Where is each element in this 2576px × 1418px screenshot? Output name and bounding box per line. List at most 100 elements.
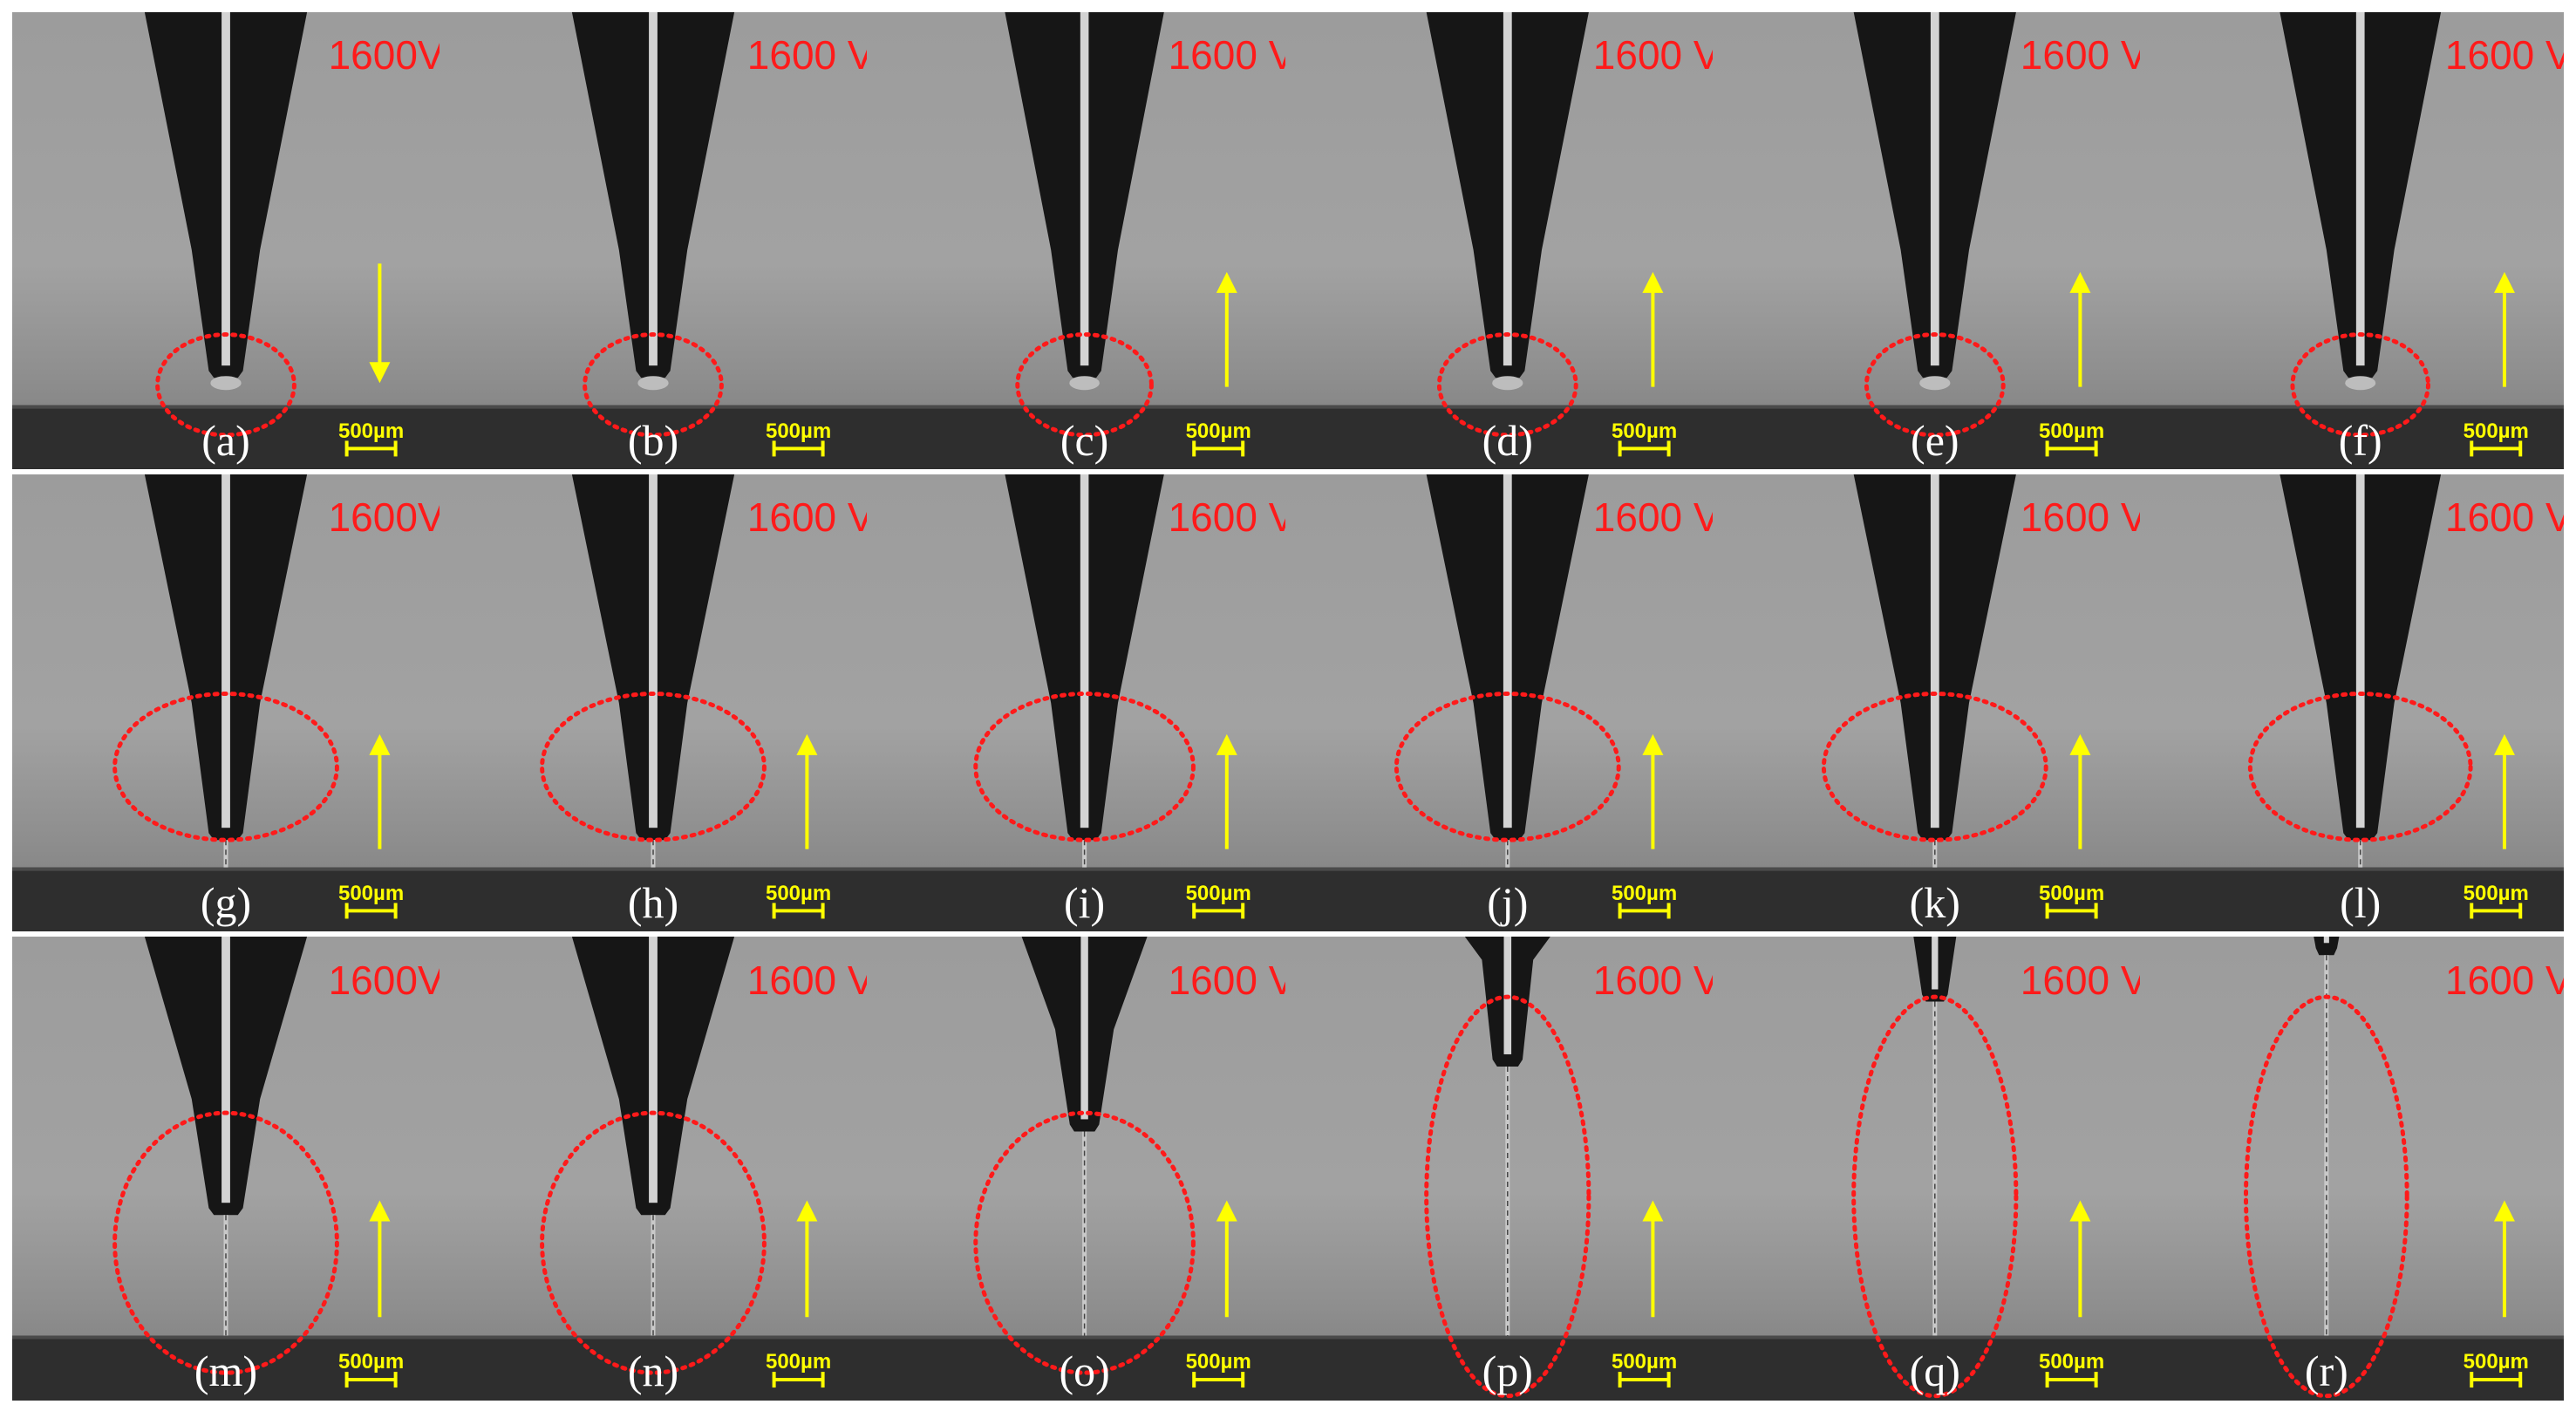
voltage-label: 1600 V [2444,957,2564,1003]
scale-label: 500µm [2463,1350,2529,1374]
panel-image [440,937,867,1401]
panel-label: (i) [1063,878,1106,928]
highlight-ellipse [1015,332,1154,438]
panel-o: 1600 V 500µm (o) [867,937,1285,1401]
substrate-edge [440,405,867,409]
substrate [1285,1335,1713,1401]
meniscus [1492,376,1523,391]
panel-image [12,12,440,469]
panel-e: 1600 V 500µm (e) [1713,12,2140,469]
scale-label: 500µm [1185,1350,1251,1374]
voltage-label: 1600 V [2020,494,2140,541]
scale-label: 500µm [765,1350,832,1374]
panel-image [1713,12,2140,469]
meniscus [1069,376,1100,391]
highlight-ellipse [155,332,296,438]
panel-image [440,12,867,469]
highlight-ellipse [540,1110,767,1375]
panel-image [867,12,1285,469]
panel-label: (d) [1482,416,1533,466]
panel-image [1285,12,1713,469]
arrow-up-icon [1642,271,1664,293]
nozzle-highlight [1080,937,1088,1120]
scale-label: 500µm [2038,881,2105,905]
substrate-edge [1713,1335,2140,1340]
panel-image [12,937,440,1401]
nozzle-highlight [2323,937,2329,944]
meniscus [210,376,242,391]
arrow-up-icon [1216,271,1237,293]
panel-label: (q) [1909,1346,1960,1396]
voltage-label: 1600V [328,957,440,1003]
substrate [867,1335,1285,1401]
scale-label: 500µm [337,1350,405,1374]
panel-image [2140,937,2564,1401]
highlight-ellipse [1394,692,1621,842]
voltage-label: 1600 V [2020,957,2140,1003]
substrate [2140,867,2564,931]
panel-label: (f) [2338,416,2382,466]
highlight-ellipse [1424,994,1591,1399]
nozzle-highlight [2355,12,2365,366]
panel-r: 1600 V 500µm (r) [2140,937,2564,1401]
voltage-label: 1600 V [746,32,867,78]
arrow-up-icon [1216,733,1237,755]
nozzle-highlight [1930,12,1939,366]
nozzle-highlight [649,12,658,366]
panel-label: (n) [627,1346,679,1396]
panel-label: (a) [201,416,250,466]
panel-q: 1600 V 500µm (q) [1713,937,2140,1401]
substrate [1713,867,2140,931]
voltage-label: 1600 V [1168,957,1285,1003]
substrate [1713,405,2140,469]
scale-label: 500µm [1611,419,1678,443]
arrow-up-icon [2493,271,2515,293]
substrate-edge [1285,405,1713,409]
voltage-label: 1600 V [1592,957,1713,1003]
nozzle-highlight [649,937,658,1203]
substrate-edge [1713,867,2140,871]
substrate-edge [1713,405,2140,409]
nozzle-highlight [1080,12,1089,366]
highlight-ellipse [1864,332,2006,438]
panel-a: 1600V 500µm (a) [12,12,440,469]
substrate [2140,405,2564,469]
panel-image [867,937,1285,1401]
panel-label: (r) [2304,1346,2348,1396]
panel-f: 1600 V 500µm (f) [2140,12,2564,469]
panel-g: 1600V 500µm (g) [12,474,440,931]
scale-label: 500µm [1611,881,1678,905]
highlight-ellipse [112,1110,339,1375]
panel-label: (k) [1909,878,1960,928]
panel-image [12,474,440,931]
arrow-down-icon [369,362,391,384]
substrate-edge [12,1335,440,1340]
panel-image [440,474,867,931]
highlight-ellipse [973,692,1196,842]
panel-l: 1600 V 500µm (l) [2140,474,2564,931]
panel-label: (h) [627,878,679,928]
scale-label: 500µm [2038,1350,2105,1374]
voltage-label: 1600 V [1168,494,1285,541]
highlight-ellipse [112,692,339,842]
arrow-up-icon [2069,271,2091,293]
panel-image [2140,474,2564,931]
panel-label: (e) [1911,416,1959,466]
panel-p: 1600 V 500µm (p) [1285,937,1713,1401]
nozzle-highlight [221,12,230,366]
panel-label: (c) [1060,416,1109,466]
scale-label: 500µm [337,419,405,443]
arrow-up-icon [2493,1200,2515,1222]
voltage-label: 1600 V [746,957,867,1003]
nozzle-highlight [1503,12,1512,366]
substrate-edge [867,867,1285,871]
panel-image [1713,474,2140,931]
substrate-edge [12,405,440,409]
voltage-label: 1600 V [2444,494,2564,541]
voltage-label: 1600V [328,32,440,78]
panel-j: 1600 V 500µm (j) [1285,474,1713,931]
scale-label: 500µm [2463,419,2529,443]
panel-label: (l) [2340,878,2382,928]
substrate [12,405,440,469]
